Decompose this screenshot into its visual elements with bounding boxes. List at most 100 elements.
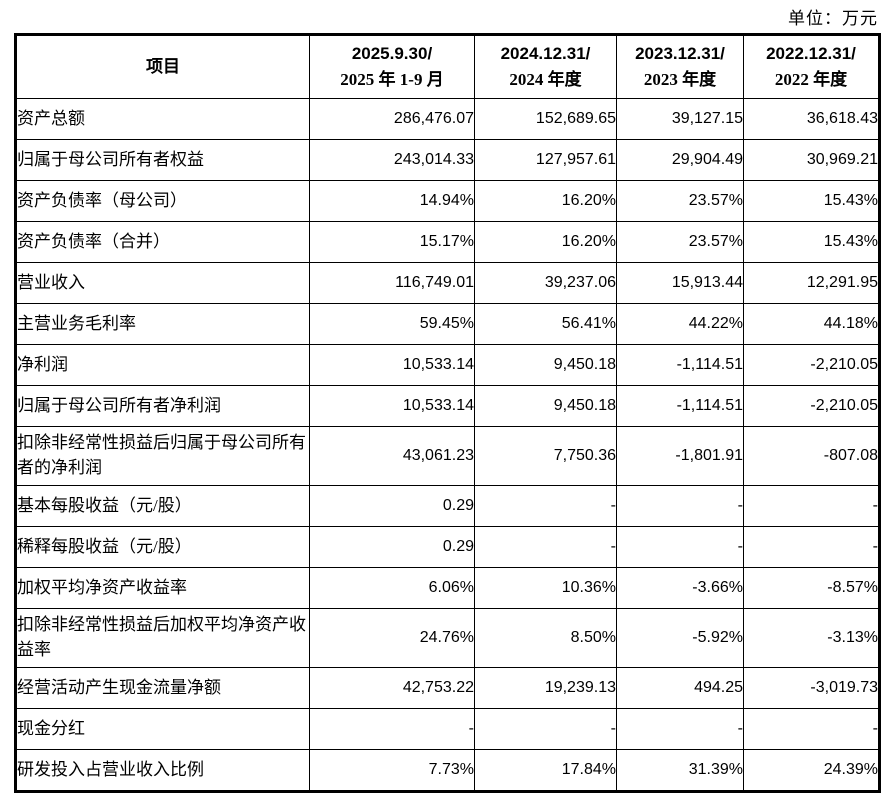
- row-label: 研发投入占营业收入比例: [15, 749, 310, 792]
- row-value: -807.08: [743, 426, 880, 486]
- table-row: 主营业务毛利率 59.45% 56.41% 44.22% 44.18%: [15, 303, 880, 345]
- row-value: 6.06%: [309, 567, 475, 609]
- row-value: 23.57%: [616, 180, 744, 222]
- header-period-date: 2024.12.31/: [500, 43, 591, 63]
- row-value: -8.57%: [743, 567, 880, 609]
- row-value: 24.39%: [743, 749, 880, 792]
- row-value: 39,127.15: [616, 98, 744, 140]
- row-value: 36,618.43: [743, 98, 880, 140]
- table-row: 经营活动产生现金流量净额 42,753.22 19,239.13 494.25 -3,0…: [15, 667, 880, 709]
- row-value: 286,476.07: [309, 98, 475, 140]
- row-value: 0.29: [309, 485, 475, 527]
- row-value: 16.20%: [474, 221, 617, 263]
- row-value: 7.73%: [309, 749, 475, 792]
- row-value: -1,114.51: [616, 385, 744, 427]
- row-value: 14.94%: [309, 180, 475, 222]
- row-value: -: [474, 526, 617, 568]
- row-value: 44.22%: [616, 303, 744, 345]
- row-value: -1,801.91: [616, 426, 744, 486]
- row-label: 现金分红: [15, 708, 310, 750]
- table-row: 净利润 10,533.14 9,450.18 -1,114.51 -2,210.05: [15, 344, 880, 386]
- row-value: 23.57%: [616, 221, 744, 263]
- header-period-4: 2022.12.31/2022 年度: [743, 34, 880, 99]
- table-row: 资产负债率（合并） 15.17% 16.20% 23.57% 15.43%: [15, 221, 880, 263]
- header-period-2: 2024.12.31/2024 年度: [474, 34, 617, 99]
- row-value: -3.13%: [743, 608, 880, 668]
- header-period-date: 2022.12.31/: [766, 43, 856, 63]
- table-row: 加权平均净资产收益率 6.06% 10.36% -3.66% -8.57%: [15, 567, 880, 609]
- row-value: -3.66%: [616, 567, 744, 609]
- row-label: 加权平均净资产收益率: [15, 567, 310, 609]
- table-row: 扣除非经常性损益后加权平均净资产收益率 24.76% 8.50% -5.92% -3.1…: [15, 608, 880, 668]
- row-label: 净利润: [15, 344, 310, 386]
- table-row: 资产负债率（母公司） 14.94% 16.20% 23.57% 15.43%: [15, 180, 880, 222]
- row-value: 44.18%: [743, 303, 880, 345]
- row-value: 9,450.18: [474, 344, 617, 386]
- row-value: 7,750.36: [474, 426, 617, 486]
- row-value: 29,904.49: [616, 139, 744, 181]
- row-value: 42,753.22: [309, 667, 475, 709]
- row-value: -: [743, 485, 880, 527]
- row-label: 营业收入: [15, 262, 310, 304]
- table-row: 资产总额 286,476.07 152,689.65 39,127.15 36,618.…: [15, 98, 880, 140]
- unit-label: 单位：万元: [788, 9, 878, 28]
- table-row: 现金分红 - - - -: [15, 708, 880, 750]
- row-value: 0.29: [309, 526, 475, 568]
- row-label: 基本每股收益（元/股）: [15, 485, 310, 527]
- row-value: -: [743, 526, 880, 568]
- row-value: -: [616, 526, 744, 568]
- header-row: 项目 2025.9.30/2025 年 1-9 月 2024.12.31/2024…: [15, 34, 880, 99]
- row-label: 归属于母公司所有者净利润: [15, 385, 310, 427]
- table-row: 营业收入 116,749.01 39,237.06 15,913.44 12,291.9…: [15, 262, 880, 304]
- row-value: -: [743, 708, 880, 750]
- row-value: 152,689.65: [474, 98, 617, 140]
- financial-summary-table: 项目 2025.9.30/2025 年 1-9 月 2024.12.31/2024…: [14, 33, 881, 793]
- row-value: -3,019.73: [743, 667, 880, 709]
- header-period-name: 2023 年度: [643, 70, 717, 89]
- row-value: 127,957.61: [474, 139, 617, 181]
- table-row: 稀释每股收益（元/股） 0.29- - -: [15, 526, 880, 568]
- row-value: 10.36%: [474, 567, 617, 609]
- header-item-column: 项目: [15, 34, 310, 99]
- row-value: 43,061.23: [309, 426, 475, 486]
- row-value: 31.39%: [616, 749, 744, 792]
- row-value: 243,014.33: [309, 139, 475, 181]
- row-value: 59.45%: [309, 303, 475, 345]
- row-value: 12,291.95: [743, 262, 880, 304]
- row-value: 15.43%: [743, 180, 880, 222]
- table-header: 项目 2025.9.30/2025 年 1-9 月 2024.12.31/2024…: [15, 34, 880, 99]
- row-value: -1,114.51: [616, 344, 744, 386]
- row-value: -: [309, 708, 475, 750]
- row-value: 17.84%: [474, 749, 617, 792]
- row-value: -: [474, 708, 617, 750]
- row-label: 经营活动产生现金流量净额: [15, 667, 310, 709]
- row-label: 稀释每股收益（元/股）: [15, 526, 310, 568]
- row-value: 39,237.06: [474, 262, 617, 304]
- header-period-3: 2023.12.31/2023 年度: [616, 34, 744, 99]
- row-value: -2,210.05: [743, 344, 880, 386]
- header-period-name: 2025 年 1-9 月: [340, 70, 444, 89]
- row-value: -5.92%: [616, 608, 744, 668]
- row-label: 资产负债率（合并）: [15, 221, 310, 263]
- header-period-date: 2023.12.31/: [635, 43, 725, 63]
- row-value: -2,210.05: [743, 385, 880, 427]
- table-row: 扣除非经常性损益后归属于母公司所有者的净利润 43,061.23 7,750.36-…: [15, 426, 880, 486]
- row-value: 24.76%: [309, 608, 475, 668]
- row-label: 扣除非经常性损益后归属于母公司所有者的净利润: [15, 426, 310, 486]
- row-value: 9,450.18: [474, 385, 617, 427]
- table-row: 归属于母公司所有者净利润 10,533.14 9,450.18 -1,114.51 -2…: [15, 385, 880, 427]
- header-period-name: 2024 年度: [509, 70, 582, 89]
- row-value: 15.17%: [309, 221, 475, 263]
- row-value: 10,533.14: [309, 385, 475, 427]
- row-value: 15,913.44: [616, 262, 744, 304]
- row-label: 资产负债率（母公司）: [15, 180, 310, 222]
- row-label: 归属于母公司所有者权益: [15, 139, 310, 181]
- table-body: 资产总额 286,476.07 152,689.65 39,127.15 36,618.…: [15, 98, 880, 792]
- table-row: 归属于母公司所有者权益 243,014.33 127,957.61 29,904.49…: [15, 139, 880, 181]
- row-value: 8.50%: [474, 608, 617, 668]
- row-value: 30,969.21: [743, 139, 880, 181]
- header-period-date: 2025.9.30/: [351, 43, 433, 63]
- row-value: 10,533.14: [309, 344, 475, 386]
- table-row: 研发投入占营业收入比例 7.73% 17.84% 31.39% 24.39%: [15, 749, 880, 792]
